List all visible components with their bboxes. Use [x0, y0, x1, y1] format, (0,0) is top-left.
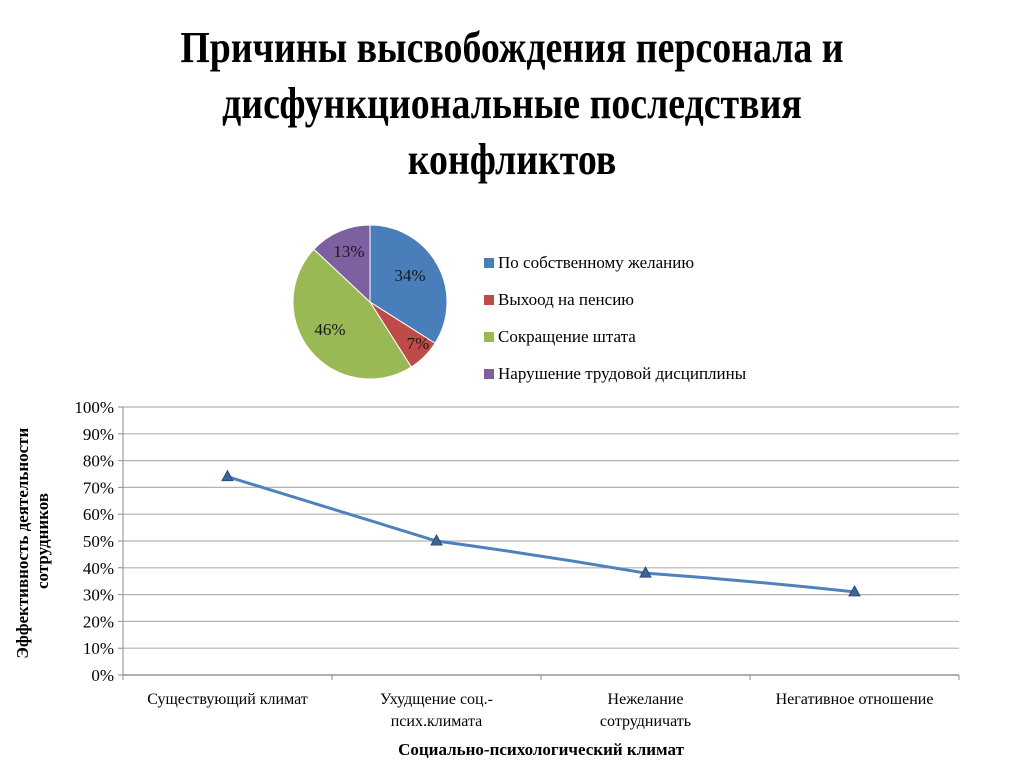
y-tick-label: 30% [83, 586, 114, 605]
x-tick-label: Нежелание [608, 691, 684, 708]
title-line: конфликтов [407, 135, 617, 184]
y-tick-label: 20% [83, 612, 114, 631]
pie-slice [292, 248, 412, 380]
y-tick-label: 10% [83, 639, 114, 658]
triangle-marker-icon [221, 469, 234, 482]
pie-legend: По собственному желанию Выхоод на пенсию С… [484, 253, 747, 383]
y-tick-label: 80% [83, 452, 114, 471]
x-tick-label: Негативное отношение [776, 691, 934, 708]
y-tick-label: 40% [83, 559, 114, 578]
y-tick-label: 100% [74, 398, 114, 417]
legend-label: Нарушение трудовой дисциплины [498, 364, 747, 383]
title-line: дисфункциональные последствия [222, 79, 802, 128]
y-tick-label: 0% [91, 666, 114, 685]
series-line [226, 475, 856, 594]
y-axis-ticks: 0% 10% 20% 30% 40% 50% 60% 70% 80% 90% 100% [74, 398, 123, 685]
pie-slice-label: 13% [333, 242, 364, 261]
pie-slice-label: 7% [407, 334, 430, 353]
y-tick-label: 50% [83, 532, 114, 551]
x-tick-label: псих.климата [391, 713, 483, 730]
title-line: Причины высвобождения персонала и [180, 23, 844, 72]
y-tick-label: 60% [83, 505, 114, 524]
gridlines [122, 406, 959, 676]
y-axis-title-line: сотрудников [33, 493, 52, 589]
triangle-marker-icon [639, 566, 652, 578]
y-tick-label: 70% [83, 478, 114, 497]
x-tick-label: Ухудщение соц.- [380, 691, 493, 708]
triangle-marker-icon [430, 533, 443, 546]
y-tick-label: 90% [83, 425, 114, 444]
data-series [221, 469, 861, 597]
y-axis-title-line: Эффективность деятельности [13, 427, 32, 658]
legend-label: Сокращение штата [498, 327, 636, 346]
legend-swatch [484, 369, 494, 379]
pie-labels: 34% 7% 46% 13% [314, 242, 429, 353]
pie-slice [313, 224, 371, 304]
legend-swatch [484, 258, 494, 268]
pie-slice-label: 34% [394, 266, 425, 285]
x-axis-title: Социально-психологический климат [398, 740, 684, 759]
triangle-marker-icon [848, 584, 861, 597]
pie-slice [369, 301, 436, 368]
slide-title: Причины высвобождения персонала и дисфун… [72, 20, 953, 188]
y-axis-title: Эффективность деятельности сотрудников [13, 423, 52, 658]
x-tick-label: Существующий климат [147, 691, 308, 708]
pie-slices [292, 224, 448, 380]
legend-swatch [484, 295, 494, 305]
legend-swatch [484, 332, 494, 342]
x-tick-label: сотрудничать [600, 713, 691, 730]
pie-slice-label: 46% [314, 320, 345, 339]
legend-label: Выхоод на пенсию [498, 290, 634, 309]
pie-slice [369, 224, 448, 344]
legend-label: По собственному желанию [498, 253, 694, 272]
x-axis-ticks: Существующий климат Ухудщение соц.- псих.к… [122, 675, 960, 730]
